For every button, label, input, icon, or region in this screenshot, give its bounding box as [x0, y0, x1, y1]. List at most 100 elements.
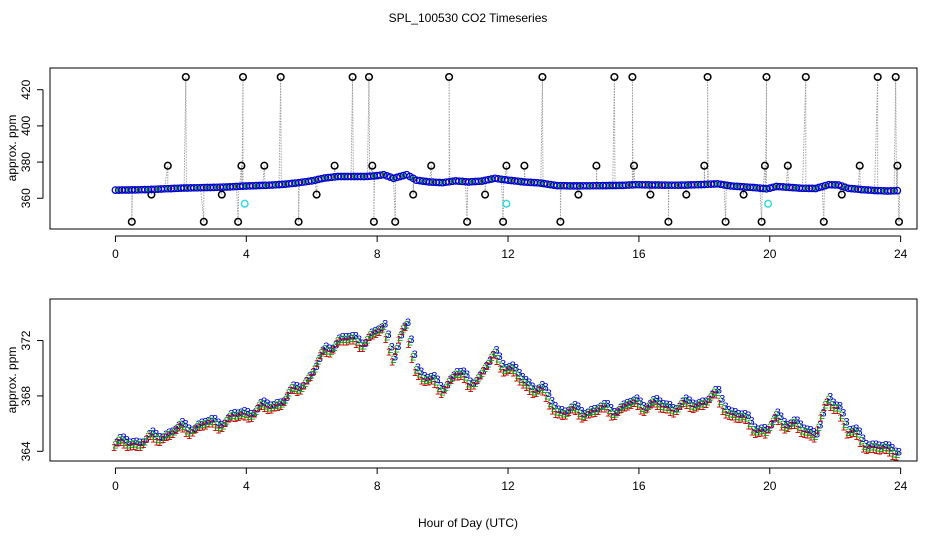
bottom-series-1-mark: 1 [229, 413, 235, 425]
bottom-series-1-mark: 1 [677, 401, 683, 413]
bottom-series-2-mark: 2 [364, 335, 370, 347]
bottom-series-1-mark: 1 [821, 402, 827, 414]
bottom-series-3-mark: 3 [677, 401, 683, 413]
bottom-series-1-mark: 1 [647, 399, 653, 411]
bottom-series-3-mark: 3 [300, 381, 306, 393]
bottom-series-1-mark: 1 [225, 414, 231, 426]
bottom-series-2-mark: 2 [629, 397, 635, 409]
top-outlier-points [127, 72, 904, 226]
bottom-series-3-mark: 3 [876, 440, 882, 452]
bottom-series-3-mark: 3 [245, 407, 251, 419]
bottom-series-1-mark: 1 [863, 445, 869, 457]
bottom-series-1-mark: 1 [320, 346, 326, 358]
bottom-series-3-mark: 3 [477, 370, 483, 382]
top-x-tick-label: 8 [374, 247, 381, 261]
bottom-series-3-mark: 3 [444, 379, 450, 391]
bottom-series-3-mark: 3 [801, 423, 807, 435]
bottom-series-3-mark: 3 [330, 344, 336, 356]
bottom-series-1-mark: 1 [186, 430, 192, 442]
bottom-series-3-mark: 3 [739, 409, 745, 421]
bottom-series-3-mark: 3 [418, 366, 424, 378]
top-outlier-point [312, 190, 321, 199]
bottom-series-1-mark: 1 [703, 399, 709, 411]
bottom-series-1-mark: 1 [490, 350, 496, 362]
bottom-series-1-mark: 1 [605, 408, 611, 420]
bottom-series-2-mark: 2 [613, 409, 619, 421]
top-outlier-point [234, 217, 243, 226]
bottom-series-1-mark: 1 [749, 427, 755, 439]
bottom-series-3-mark: 3 [641, 401, 647, 413]
bottom-series-3-mark: 3 [569, 402, 575, 414]
bottom-series-2-mark: 2 [783, 422, 789, 434]
bottom-series-1-mark: 1 [657, 403, 663, 415]
bottom-series-2-mark: 2 [498, 361, 504, 373]
bottom-series-2-mark: 2 [426, 374, 432, 386]
bottom-series-1-mark: 1 [876, 446, 882, 458]
top-flag-point [764, 199, 773, 208]
bottom-series-1-mark: 1 [399, 326, 405, 338]
bottom-series-3-mark: 3 [248, 409, 254, 421]
bottom-series-3-mark: 3 [830, 397, 836, 409]
top-x-tick-label: 4 [243, 247, 250, 261]
bottom-series-3-mark: 3 [359, 338, 365, 350]
bottom-series-1-mark: 1 [628, 400, 634, 412]
bottom-series-1-mark: 1 [621, 402, 627, 414]
bottom-series-3-mark: 3 [771, 414, 777, 426]
bottom-series-1-mark: 1 [265, 405, 271, 417]
bottom-series-1-mark: 1 [726, 411, 732, 423]
bottom-series-1-mark: 1 [356, 343, 362, 355]
bottom-series-2-mark: 2 [495, 354, 501, 366]
bottom-series-3-mark: 3 [873, 439, 879, 451]
top-data-point [383, 172, 391, 180]
bottom-series-1-mark: 1 [121, 440, 127, 452]
bottom-series-1-mark: 1 [870, 444, 876, 456]
bottom-series-2-mark: 2 [724, 407, 730, 419]
bottom-series-3-mark: 3 [255, 403, 261, 415]
bottom-series-3-mark: 3 [618, 402, 624, 414]
bottom-series-3-mark: 3 [886, 440, 892, 452]
bottom-series-1-mark: 1 [739, 413, 745, 425]
bottom-series-3-mark: 3 [827, 392, 833, 404]
bottom-series-1-mark: 1 [376, 327, 382, 339]
bottom-series-3-mark: 3 [366, 332, 372, 344]
bottom-series-2-mark: 2 [603, 401, 609, 413]
bottom-series-3-mark: 3 [605, 399, 611, 411]
bottom-series-2-mark: 2 [217, 422, 223, 434]
bottom-series-2-mark: 2 [286, 387, 292, 399]
bottom-series-2-mark: 2 [397, 332, 403, 344]
bottom-series-3-mark: 3 [745, 410, 751, 422]
top-outlier-point [873, 72, 882, 82]
bottom-series-2-mark: 2 [165, 430, 171, 442]
bottom-series-2-mark: 2 [125, 439, 131, 451]
bottom-series-1-mark: 1 [196, 422, 202, 434]
bottom-series-1-mark: 1 [261, 403, 267, 415]
bottom-series-2-mark: 2 [822, 400, 828, 412]
bottom-series-1-mark: 1 [170, 429, 176, 441]
bottom-series-3-mark: 3 [192, 423, 198, 435]
bottom-series-2-mark: 2 [289, 383, 295, 395]
bottom-series-2-mark: 2 [119, 434, 125, 446]
top-outlier-point [757, 217, 766, 226]
bottom-series-3-mark: 3 [556, 404, 562, 416]
bottom-series-1-mark: 1 [618, 404, 624, 416]
bottom-series-2-mark: 2 [404, 320, 410, 332]
bottom-series-1-mark: 1 [700, 401, 706, 413]
bottom-series-3-mark: 3 [821, 408, 827, 420]
bottom-series-3-mark: 3 [176, 420, 182, 432]
bottom-series-1-mark: 1 [674, 406, 680, 418]
bottom-series-2-mark: 2 [636, 399, 642, 411]
top-data-point [890, 186, 898, 195]
bottom-series-2-mark: 2 [531, 387, 537, 399]
top-outlier-point [237, 161, 246, 170]
bottom-series-2-mark: 2 [469, 380, 475, 392]
bottom-series-1-mark: 1 [252, 408, 258, 420]
bottom-series-1-mark: 1 [281, 397, 287, 409]
bottom-series-1-mark: 1 [808, 431, 814, 443]
bottom-series-3-mark: 3 [667, 400, 673, 412]
bottom-series-1-mark: 1 [713, 389, 719, 401]
bottom-series-1-mark: 1 [163, 432, 169, 444]
bottom-series-1-mark: 1 [723, 410, 729, 422]
bottom-series-3-mark: 3 [650, 394, 656, 406]
bottom-series-3-mark: 3 [834, 400, 840, 412]
bottom-series-1-mark: 1 [510, 367, 516, 379]
